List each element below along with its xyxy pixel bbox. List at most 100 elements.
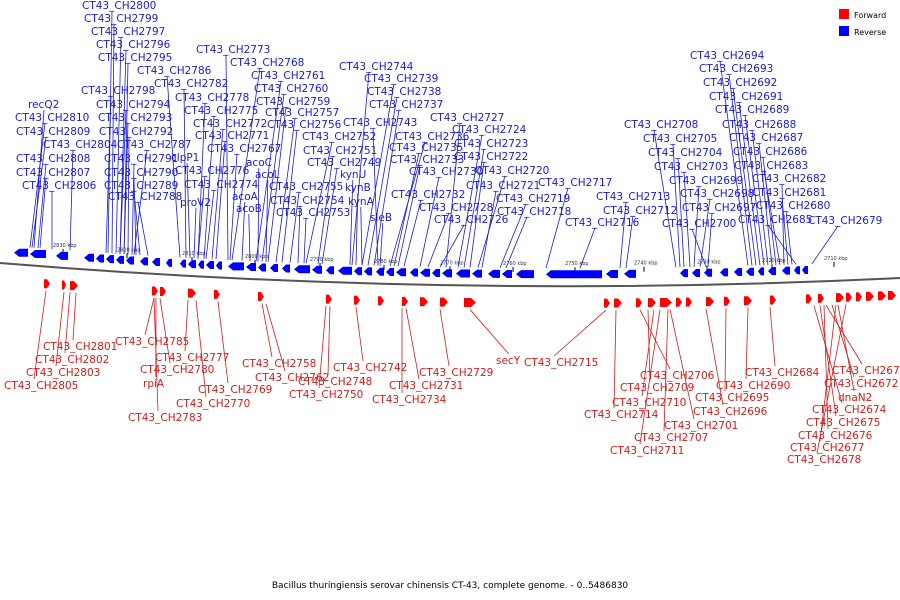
reverse-leader-line <box>419 176 440 267</box>
reverse-leader-line <box>499 203 527 269</box>
reverse-gene-arrow <box>680 269 688 278</box>
reverse-leader-line <box>267 106 287 262</box>
gene-label-ct43-ch2676: CT43_CH2676 <box>798 430 873 442</box>
axis-tick-label: 2760 kbp <box>503 261 527 267</box>
reverse-leader-line <box>197 175 206 259</box>
gene-label-ct43-ch2700: CT43_CH2700 <box>662 218 736 230</box>
forward-leader-line <box>469 309 510 355</box>
reverse-gene-arrow <box>734 268 742 277</box>
gene-label-ct43-ch2767: CT43_CH2767 <box>207 143 281 155</box>
gene-label-ct43-ch2711: CT43_CH2711 <box>610 445 684 457</box>
gene-label-secy: secY <box>496 355 521 367</box>
gene-label-ct43-ch2691: CT43_CH2691 <box>709 91 783 103</box>
reverse-gene-arrow <box>96 254 104 263</box>
reverse-leader-line <box>203 115 215 259</box>
forward-leader-line <box>72 292 77 341</box>
forward-leader-line <box>195 300 207 398</box>
reverse-leader-line <box>367 96 398 266</box>
forward-leader-line <box>639 309 671 370</box>
forward-leader-line <box>153 297 159 412</box>
reverse-leader-line <box>31 136 47 248</box>
forward-leader-line <box>669 309 695 420</box>
forward-gene-arrow <box>866 291 874 301</box>
gene-label-ct43-ch2794: CT43_CH2794 <box>96 99 171 111</box>
gene-label-ct43-ch2808: CT43_CH2808 <box>16 153 90 165</box>
reverse-gene-arrow <box>720 268 728 277</box>
forward-gene-arrow <box>806 294 812 304</box>
reverse-leader-line <box>265 179 269 262</box>
reverse-leader-line <box>707 212 713 267</box>
forward-gene-arrow <box>888 290 896 300</box>
forward-gene-arrow <box>420 297 428 307</box>
reverse-leader-line <box>119 49 127 254</box>
gene-label-ct43-ch2674: CT43_CH2674 <box>812 404 887 416</box>
reverse-leader-line <box>738 101 761 266</box>
forward-leader-line <box>831 304 855 378</box>
reverse-leader-line <box>297 205 301 264</box>
reverse-gene-arrow <box>106 255 114 264</box>
reverse-leader-line <box>133 190 141 256</box>
gene-label-ct43-ch2678: CT43_CH2678 <box>787 454 861 466</box>
axis-tick-label: 2730 kbp <box>697 260 721 266</box>
gene-label-ct43-ch2705: CT43_CH2705 <box>643 133 717 145</box>
gene-label-ct43-ch2775: CT43_CH2775 <box>184 105 258 117</box>
reverse-gene-arrow <box>140 257 148 266</box>
gene-label-ct43-ch2802: CT43_CH2802 <box>35 354 109 366</box>
reverse-leader-line <box>241 201 246 261</box>
forward-leader-line <box>769 307 776 367</box>
reverse-gene-arrow <box>188 260 196 269</box>
gene-label-ct43-ch2760: CT43_CH2760 <box>254 83 328 95</box>
reverse-gene-arrow <box>782 266 790 275</box>
reverse-leader-line <box>186 162 191 259</box>
reverse-leader-line <box>683 171 691 268</box>
gene-label-ct43-ch2785: CT43_CH2785 <box>115 336 189 348</box>
legend-forward-swatch <box>839 9 849 19</box>
reverse-gene-arrow <box>126 256 134 265</box>
forward-gene-arrow <box>660 297 672 307</box>
reverse-leader-line <box>811 225 839 264</box>
gene-label-ct43-ch2739: CT43_CH2739 <box>364 73 438 85</box>
forward-leader-line <box>439 309 450 367</box>
forward-gene-arrow <box>44 279 50 289</box>
forward-leader-line <box>819 305 837 417</box>
forward-gene-arrow <box>188 288 196 298</box>
gene-label-ct43-ch2708: CT43_CH2708 <box>624 119 698 131</box>
reverse-leader-line <box>481 190 497 268</box>
reverse-leader-line <box>33 109 45 248</box>
reverse-leader-line <box>751 129 769 266</box>
gene-label-ct43-ch2710: CT43_CH2710 <box>612 397 686 409</box>
reverse-leader-line <box>728 73 753 266</box>
forward-leader-line <box>613 310 617 409</box>
gene-label-kyna: kynA <box>348 196 375 208</box>
gene-label-ct43-ch2762: CT43_CH2762 <box>255 372 329 384</box>
reverse-leader-line <box>105 95 112 253</box>
reverse-gene-arrow <box>216 261 222 270</box>
gene-label-ct43-ch2733: CT43_CH2733 <box>390 154 464 166</box>
gene-label-ct43-ch2776: CT43_CH2776 <box>175 165 250 177</box>
reverse-gene-arrow <box>84 253 94 262</box>
gene-label-ct43-ch2750: CT43_CH2750 <box>289 389 363 401</box>
reverse-gene-arrow <box>442 269 452 278</box>
forward-gene-arrow <box>614 298 622 308</box>
reverse-leader-line <box>119 109 127 254</box>
axis-tick-label: 2790 kbp <box>310 257 334 263</box>
reverse-leader-line <box>579 227 596 269</box>
reverse-leader-line <box>625 215 634 268</box>
forward-leader-line <box>33 290 47 380</box>
reverse-leader-line <box>229 153 238 261</box>
forward-genes <box>44 279 896 308</box>
reverse-gene-arrow <box>606 270 618 279</box>
axis-tick-label: 2750 kbp <box>565 261 589 267</box>
reverse-leader-line <box>767 224 797 265</box>
reverse-leader-line <box>115 36 122 254</box>
reverse-gene-arrow <box>180 259 186 268</box>
reverse-gene-arrow <box>354 267 362 276</box>
reverse-leader-line <box>732 87 757 266</box>
gene-label-ct43-ch2687: CT43_CH2687 <box>729 132 803 144</box>
gene-label-ct43-ch2731: CT43_CH2731 <box>389 380 463 392</box>
reverse-leader-line <box>477 175 506 268</box>
gene-label-acol: acoL <box>255 169 280 181</box>
gene-label-ct43-ch2756: CT43_CH2756 <box>267 119 342 131</box>
gene-label-ct43-ch2755: CT43_CH2755 <box>269 181 343 193</box>
reverse-leader-line <box>193 207 197 259</box>
